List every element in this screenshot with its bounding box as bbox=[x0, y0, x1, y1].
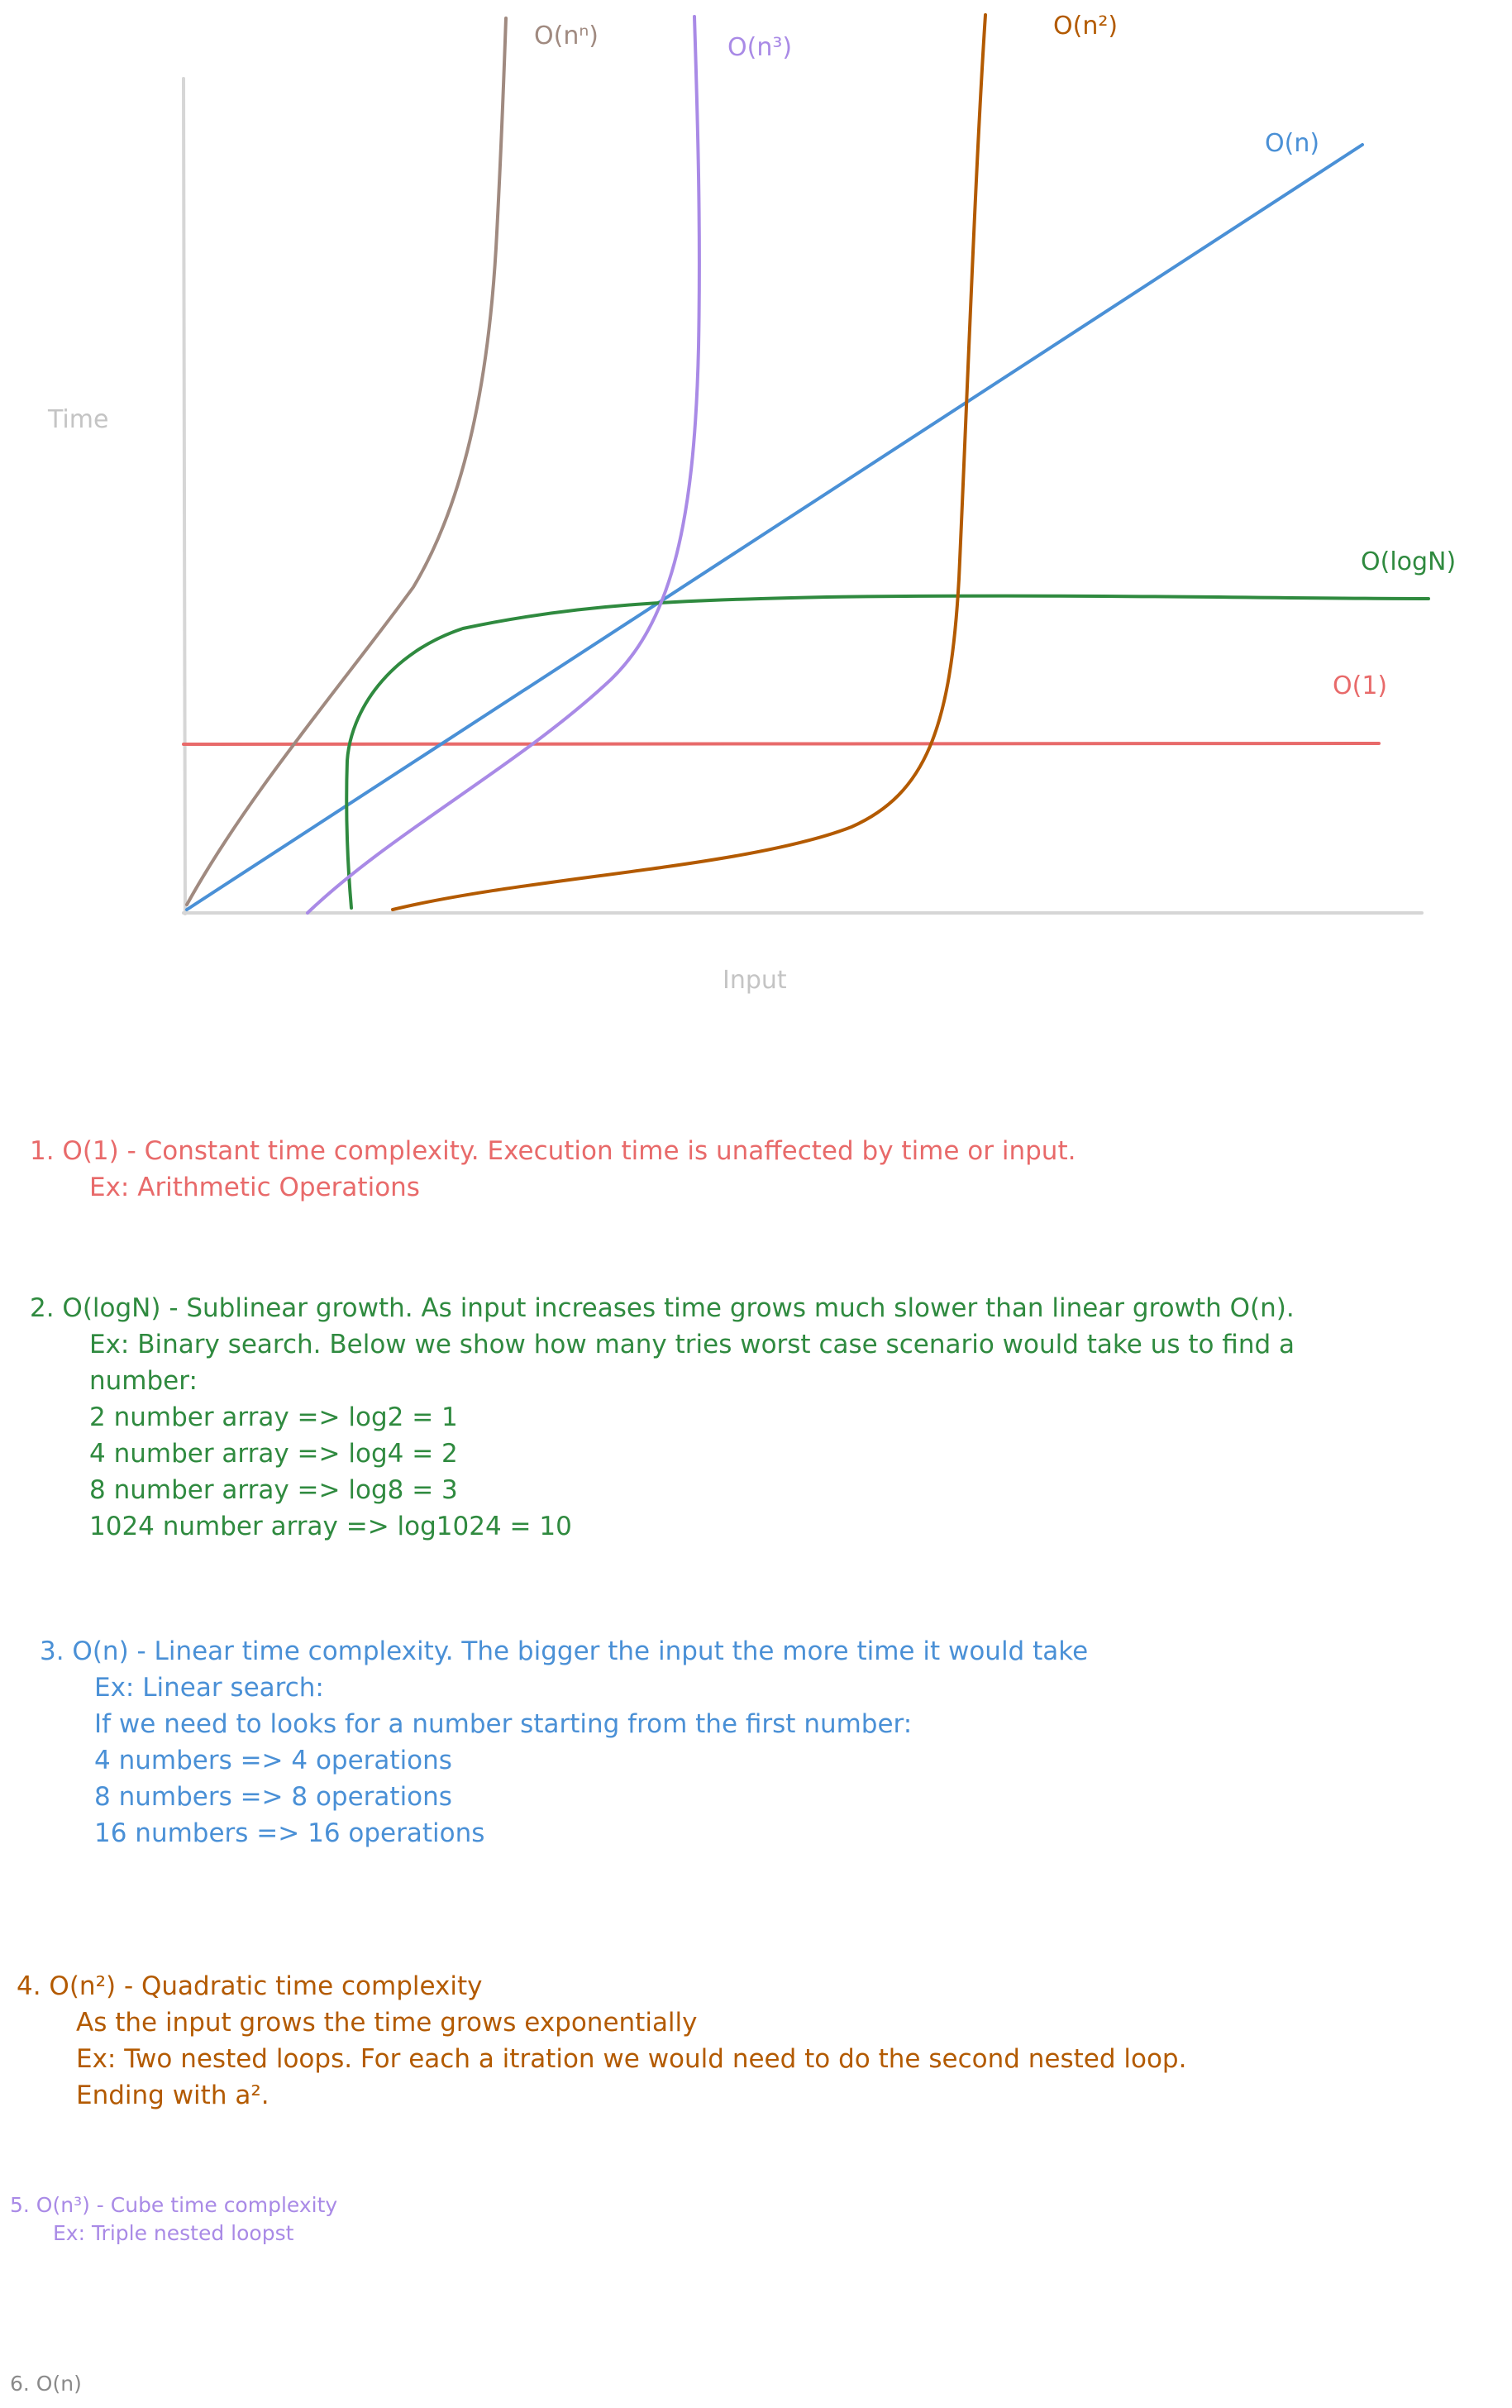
note-line: 3. O(n) - Linear time complexity. The bi… bbox=[40, 1636, 1089, 1666]
complexity-chart bbox=[182, 13, 1430, 915]
note-line: 8 numbers => 8 operations bbox=[94, 1782, 452, 1812]
note-line: 4 number array => log4 = 2 bbox=[89, 1439, 458, 1469]
note-line: 4. O(n²) - Quadratic time complexity bbox=[17, 1971, 483, 2001]
note-line: Ending with a². bbox=[76, 2081, 269, 2110]
curve-log-n bbox=[345, 594, 1430, 910]
note-line: 6. O(n) bbox=[10, 2372, 82, 2396]
note-line: Ex: Linear search: bbox=[94, 1673, 324, 1703]
label-n-squared: O(n²) bbox=[1053, 12, 1118, 41]
curve-constant bbox=[182, 742, 1381, 746]
label-constant: O(1) bbox=[1333, 671, 1388, 700]
note-n-cubed: 5. O(n³) - Cube time complexity Ex: Trip… bbox=[10, 2191, 337, 2248]
note-line: 5. O(n³) - Cube time complexity bbox=[10, 2193, 338, 2217]
note-line: If we need to looks for a number startin… bbox=[94, 1709, 913, 1739]
curve-n-squared bbox=[391, 13, 987, 911]
note-log-n: 2. O(logN) - Sublinear growth. As input … bbox=[30, 1290, 1295, 1545]
curve-n-n bbox=[185, 17, 508, 906]
y-axis-label: Time bbox=[48, 405, 109, 434]
note-line: 16 numbers => 16 operations bbox=[94, 1818, 485, 1848]
note-line: Ex: Two nested loops. For each a itratio… bbox=[76, 2044, 1187, 2074]
note-line: Ex: Triple nested loopst bbox=[53, 2221, 294, 2245]
note-line: Ex: Binary search. Below we show how man… bbox=[89, 1330, 1295, 1359]
note-line: 2 number array => log2 = 1 bbox=[89, 1402, 458, 1432]
label-log-n: O(logN) bbox=[1361, 547, 1457, 576]
curve-n bbox=[185, 143, 1364, 911]
label-n: O(n) bbox=[1265, 129, 1320, 158]
note-constant: 1. O(1) - Constant time complexity. Exec… bbox=[30, 1133, 1076, 1206]
y-axis bbox=[182, 77, 187, 915]
note-line: 4 numbers => 4 operations bbox=[94, 1746, 452, 1775]
label-n-cubed: O(n³) bbox=[727, 33, 793, 62]
note-line: 2. O(logN) - Sublinear growth. As input … bbox=[30, 1293, 1295, 1323]
note-line: As the input grows the time grows expone… bbox=[76, 2008, 698, 2038]
note-line: 1. O(1) - Constant time complexity. Exec… bbox=[30, 1136, 1076, 1166]
note-line: 8 number array => log8 = 3 bbox=[89, 1475, 458, 1505]
note-line: number: bbox=[89, 1366, 198, 1396]
label-n-n: O(nⁿ) bbox=[534, 22, 599, 50]
note-sixth: 6. O(n) bbox=[10, 2370, 82, 2398]
note-line: Ex: Arithmetic Operations bbox=[89, 1173, 420, 1202]
curve-n-cubed bbox=[306, 15, 701, 915]
note-n: 3. O(n) - Linear time complexity. The bi… bbox=[40, 1633, 1088, 1851]
x-axis-label: Input bbox=[723, 966, 787, 995]
note-line: 1024 number array => log1024 = 10 bbox=[89, 1512, 572, 1541]
note-n-squared: 4. O(n²) - Quadratic time complexity As … bbox=[17, 1968, 1186, 2114]
